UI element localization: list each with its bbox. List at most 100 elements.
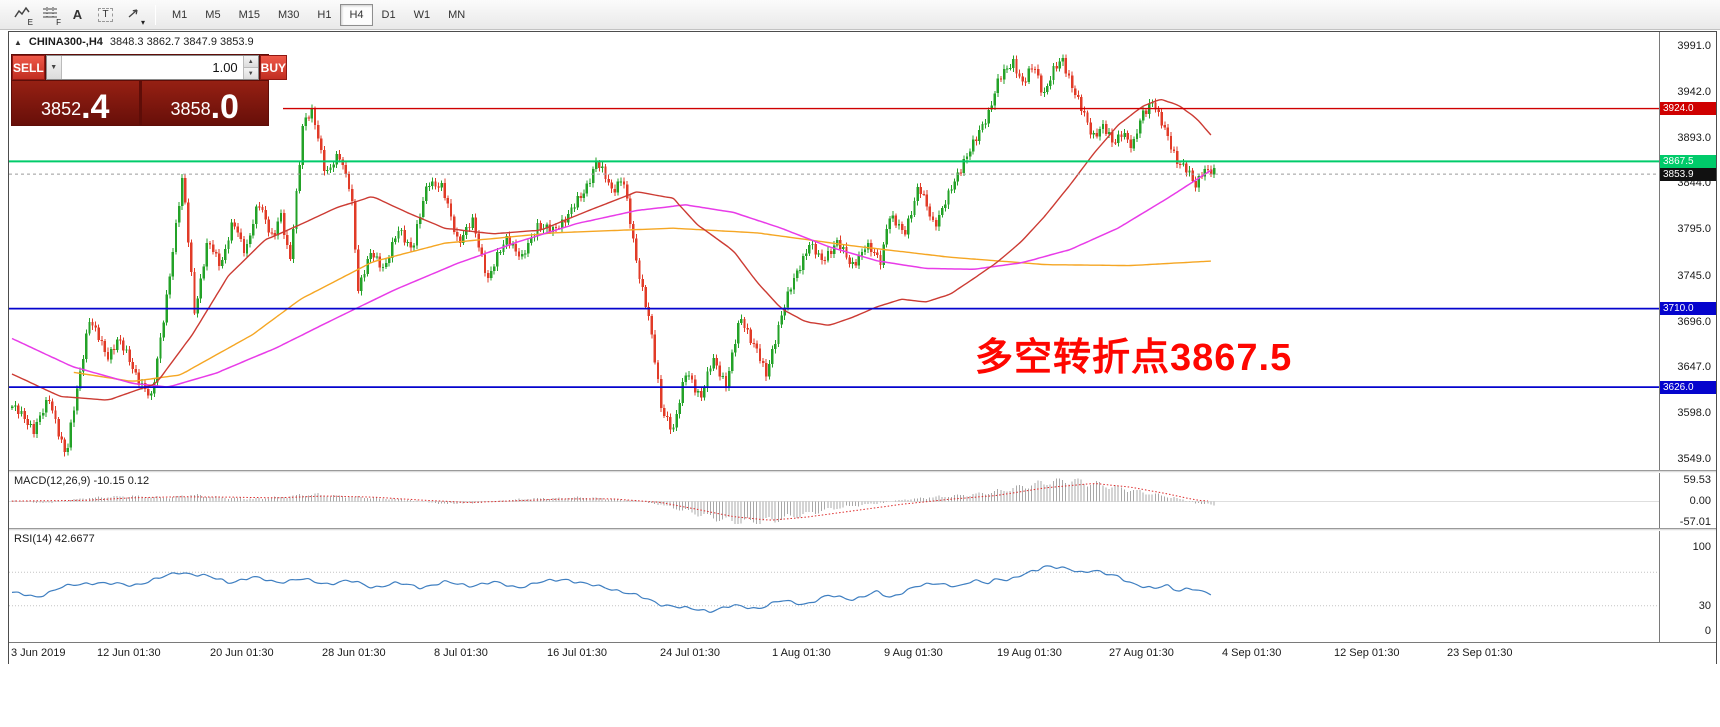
price-tag: 3924.0 <box>1660 102 1716 116</box>
timeframe-button-m15[interactable]: M15 <box>230 4 269 26</box>
rsi-axis[interactable]: 100 30 0 <box>1659 531 1716 642</box>
arrow-tool-button[interactable]: ▾ <box>120 3 147 27</box>
rsi-axis-label: 30 <box>1698 599 1711 612</box>
buy-price-main: 3858 <box>170 99 211 119</box>
pane-splitter[interactable] <box>9 528 1716 531</box>
volume-dropdown-button[interactable]: ▼ <box>46 56 62 79</box>
price-axis[interactable]: 3991.0 3942.0 3893.0 3844.0 3795.0 3745.0 3696… <box>1659 32 1716 470</box>
timeframe-button-m5[interactable]: M5 <box>196 4 229 26</box>
time-axis-label: 4 Sep 01:30 <box>1222 647 1282 659</box>
time-axis-label: 8 Jul 01:30 <box>434 647 488 659</box>
rsi-label: RSI(14) 42.6677 <box>14 533 95 545</box>
text-tool-icon: T <box>98 7 113 22</box>
buy-price-pips: .0 <box>210 88 239 127</box>
price-tag: 3710.0 <box>1660 302 1716 316</box>
text-label-tool-button[interactable]: A <box>64 3 91 27</box>
price-axis-label: 3795.0 <box>1677 223 1711 236</box>
timeframe-group: M1 M5 M15 M30 H1 H4 D1 W1 MN <box>163 3 474 26</box>
price-tag: 3626.0 <box>1660 380 1716 394</box>
main-chart-pane[interactable]: ▲ CHINA300-,H4 3848.3 3862.7 3847.9 3853… <box>9 32 1659 470</box>
chart-annotation-text: 多空转折点3867.5 <box>975 337 1293 379</box>
candles-chart-icon-button[interactable]: E <box>8 3 35 27</box>
toolbar: E F A T ▾ M1 M5 M15 M3 <box>0 0 1720 30</box>
chevron-down-icon: ▼ <box>50 64 58 71</box>
time-axis-label: 9 Aug 01:30 <box>884 647 943 659</box>
rsi-name: RSI(14) <box>14 533 52 545</box>
price-tag: 3853.9 <box>1660 167 1716 181</box>
chart-symbol-period: CHINA300-,H4 <box>28 36 103 48</box>
volume-decrease-button[interactable]: ▼ <box>243 68 258 79</box>
price-axis-label: 3745.0 <box>1677 269 1711 282</box>
price-axis-label: 3942.0 <box>1677 85 1711 98</box>
buy-price-button[interactable]: 3858 .0 <box>141 81 268 127</box>
macd-axis-label: 0.00 <box>1689 495 1711 508</box>
text-label-icon: A <box>72 7 83 22</box>
rsi-axis-label: 100 <box>1692 541 1711 553</box>
grid-icon-button[interactable]: F <box>36 3 63 27</box>
time-axis-label: 3 Jun 2019 <box>11 647 66 659</box>
price-axis-label: 3696.0 <box>1677 315 1711 328</box>
one-click-trade-panel: SELL ▼ ▲ ▼ BUY 3852 .4 <box>11 54 288 127</box>
time-axis-label: 1 Aug 01:30 <box>772 647 831 659</box>
time-axis-label: 16 Jul 01:30 <box>547 647 607 659</box>
macd-axis-label: -57.01 <box>1679 516 1711 528</box>
timeframe-button-mn[interactable]: MN <box>439 4 474 26</box>
icon-subscript: F <box>56 17 61 27</box>
time-axis-label: 20 Jun 01:30 <box>210 647 274 659</box>
pane-splitter[interactable] <box>9 470 1716 473</box>
time-axis-label: 28 Jun 01:30 <box>322 647 386 659</box>
macd-label: MACD(12,26,9) -10.15 0.12 <box>14 475 149 487</box>
collapse-triangle-icon[interactable]: ▲ <box>14 37 22 47</box>
volume-box: ▼ ▲ ▼ <box>45 55 259 80</box>
chart-ohlc: 3848.3 3862.7 3847.9 3853.9 <box>109 36 254 48</box>
rsi-axis-label: 0 <box>1704 625 1711 637</box>
macd-pane[interactable]: MACD(12,26,9) -10.15 0.12 <box>9 473 1659 528</box>
time-axis[interactable]: 3 Jun 2019 12 Jun 01:30 20 Jun 01:30 28 Jun… <box>9 642 1716 664</box>
timeframe-button-m1[interactable]: M1 <box>163 4 196 26</box>
chart-title: ▲ CHINA300-,H4 3848.3 3862.7 3847.9 3853… <box>14 36 254 48</box>
rsi-value: 42.6677 <box>54 533 95 545</box>
zigzag-chart-icon <box>13 6 30 23</box>
price-axis-label: 3549.0 <box>1677 453 1711 465</box>
macd-axis-label: 59.53 <box>1683 474 1711 486</box>
timeframe-button-d1[interactable]: D1 <box>373 4 405 26</box>
grid-icon <box>42 6 58 23</box>
price-axis-label: 3991.0 <box>1677 40 1711 52</box>
sell-price-pips: .4 <box>81 88 110 127</box>
price-axis-label: 3893.0 <box>1677 131 1711 144</box>
volume-increase-button[interactable]: ▲ <box>243 56 258 68</box>
macd-chart-canvas[interactable] <box>9 473 1659 528</box>
price-tag: 3867.5 <box>1660 154 1716 168</box>
buy-button[interactable]: BUY <box>259 55 288 80</box>
arrow-icon <box>127 7 140 22</box>
candlestick-chart-canvas[interactable] <box>9 32 1659 470</box>
sell-button[interactable]: SELL <box>12 55 45 80</box>
timeframe-button-w1[interactable]: W1 <box>405 4 440 26</box>
macd-values: -10.15 0.12 <box>93 475 150 487</box>
volume-stepper: ▲ ▼ <box>242 56 258 79</box>
timeframe-button-h4[interactable]: H4 <box>340 3 373 26</box>
time-axis-label: 19 Aug 01:30 <box>997 647 1062 659</box>
macd-axis[interactable]: 59.53 0.00 -57.01 <box>1659 473 1716 528</box>
timeframe-button-h1[interactable]: H1 <box>308 4 340 26</box>
price-axis-label: 3598.0 <box>1677 407 1711 420</box>
time-axis-label: 12 Jun 01:30 <box>97 647 161 659</box>
time-axis-label: 12 Sep 01:30 <box>1334 647 1400 659</box>
rsi-chart-canvas[interactable] <box>9 531 1659 642</box>
volume-input[interactable] <box>61 56 243 79</box>
icon-subscript: E <box>27 17 33 27</box>
macd-name: MACD(12,26,9) <box>14 475 91 487</box>
sell-price-button[interactable]: 3852 .4 <box>12 81 139 125</box>
toolbar-separator <box>155 4 156 25</box>
time-axis-label: 24 Jul 01:30 <box>660 647 720 659</box>
sell-price-main: 3852 <box>41 99 82 119</box>
time-axis-label: 23 Sep 01:30 <box>1447 647 1513 659</box>
timeframe-button-m30[interactable]: M30 <box>269 4 308 26</box>
price-axis-label: 3647.0 <box>1677 361 1711 374</box>
time-axis-label: 27 Aug 01:30 <box>1109 647 1174 659</box>
text-tool-button[interactable]: T <box>92 3 119 27</box>
chart-window: ▲ CHINA300-,H4 3848.3 3862.7 3847.9 3853… <box>8 31 1717 664</box>
rsi-pane[interactable]: RSI(14) 42.6677 <box>9 531 1659 642</box>
chevron-down-icon: ▾ <box>140 17 145 27</box>
